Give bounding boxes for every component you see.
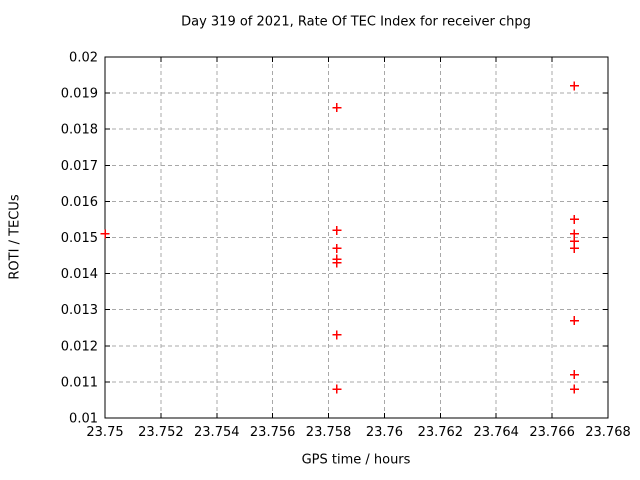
- data-point-marker: [569, 316, 579, 326]
- x-tick-label: 23.758: [306, 425, 352, 440]
- y-tick-label: 0.015: [61, 231, 98, 246]
- y-tick-label: 0.018: [61, 123, 98, 138]
- y-tick-label: 0.013: [61, 303, 98, 318]
- data-point-marker: [332, 243, 342, 253]
- x-tick-label: 23.756: [250, 425, 296, 440]
- data-point-marker: [332, 330, 342, 340]
- y-tick-label: 0.011: [61, 375, 98, 390]
- y-tick-label: 0.012: [61, 339, 98, 354]
- data-point-marker: [332, 384, 342, 394]
- data-point-marker: [332, 103, 342, 113]
- y-tick-label: 0.02: [69, 51, 98, 66]
- data-point-marker: [569, 243, 579, 253]
- chart-title: Day 319 of 2021, Rate Of TEC Index for r…: [181, 14, 531, 30]
- y-tick-label: 0.016: [61, 195, 98, 210]
- data-point-marker: [569, 214, 579, 224]
- data-point-marker: [332, 225, 342, 235]
- x-tick-label: 23.764: [473, 425, 519, 440]
- data-point-marker: [100, 229, 110, 239]
- x-tick-label: 23.768: [585, 425, 631, 440]
- data-point-marker: [569, 370, 579, 380]
- y-axis-label: ROTI / TECUs: [7, 194, 23, 280]
- x-axis-label: GPS time / hours: [301, 452, 411, 468]
- y-tick-label: 0.01: [69, 412, 98, 427]
- data-point-marker: [569, 384, 579, 394]
- x-tick-label: 23.762: [418, 425, 464, 440]
- data-point-marker: [569, 81, 579, 91]
- x-tick-label: 23.766: [529, 425, 575, 440]
- data-point-marker: [332, 258, 342, 268]
- x-tick-label: 23.76: [366, 425, 403, 440]
- x-tick-label: 23.754: [194, 425, 240, 440]
- y-tick-label: 0.019: [61, 87, 98, 102]
- y-tick-label: 0.014: [61, 267, 98, 282]
- x-tick-label: 23.75: [86, 425, 123, 440]
- x-tick-label: 23.752: [138, 425, 184, 440]
- y-tick-label: 0.017: [61, 159, 98, 174]
